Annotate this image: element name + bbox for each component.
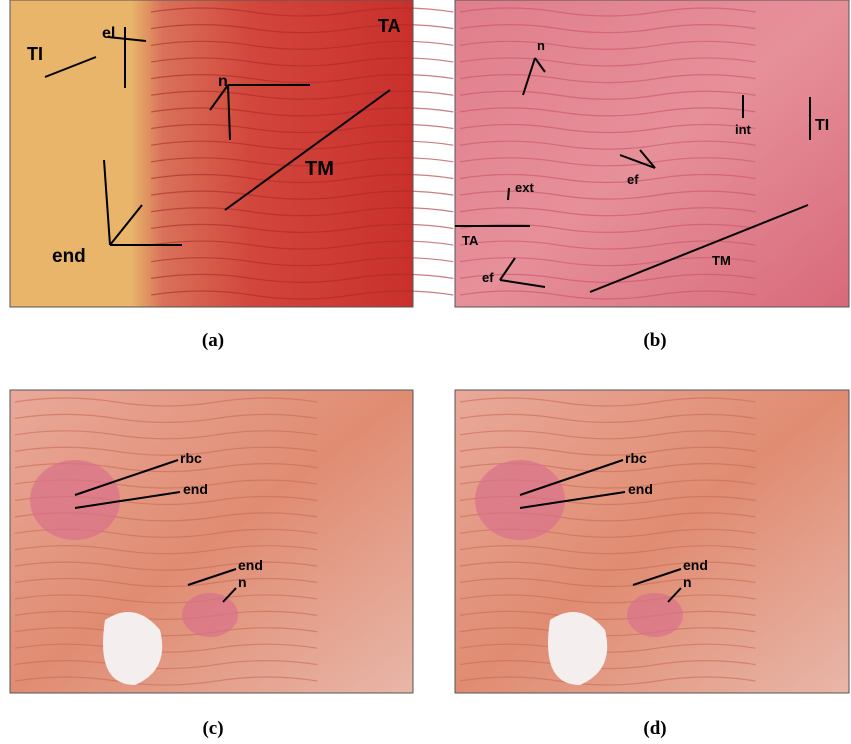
panels: TI el TA n TM end (a) n int TI ef ext TA TM ef (b) rbc en… xyxy=(10,0,849,739)
annotation-label: ef xyxy=(627,172,639,187)
annotation-label: n xyxy=(238,574,247,590)
panel-caption: (b) xyxy=(643,330,666,351)
annotation-label: TI xyxy=(27,44,43,64)
annotation-label: TM xyxy=(305,158,334,180)
panel-caption: (a) xyxy=(202,330,224,351)
annotation-label: rbc xyxy=(625,450,647,466)
panel: rbcendendn(c) xyxy=(10,390,413,739)
annotation-label: end xyxy=(238,557,263,573)
annotation-label: n xyxy=(537,38,545,53)
vessel xyxy=(182,593,238,637)
annotation-label: TA xyxy=(462,233,479,248)
annotation-label: end xyxy=(683,557,708,573)
vessel xyxy=(627,593,683,637)
pointer-line xyxy=(508,188,509,200)
annotation-label: end xyxy=(52,246,86,267)
vessel xyxy=(475,460,565,540)
vessel xyxy=(30,460,120,540)
panel: TI el TA n TM end (a) xyxy=(10,0,453,351)
panel: n int TI ef ext TA TM ef (b) xyxy=(455,0,849,351)
annotation-label: rbc xyxy=(180,450,202,466)
panel-caption: (d) xyxy=(643,718,666,739)
annotation-label: TI xyxy=(815,117,829,134)
annotation-label: int xyxy=(735,122,752,137)
annotation-label: end xyxy=(628,481,653,497)
panel-caption: (c) xyxy=(202,718,223,739)
annotation-label: TA xyxy=(378,16,401,36)
annotation-label: n xyxy=(218,73,228,90)
annotation-label: el xyxy=(102,25,115,42)
figure: TI el TA n TM end (a) n int TI ef ext TA TM ef (b) rbc en… xyxy=(0,0,851,744)
annotation-label: ext xyxy=(515,180,534,195)
annotation-label: ef xyxy=(482,270,494,285)
annotation-label: TM xyxy=(712,253,731,268)
annotation-label: end xyxy=(183,481,208,497)
annotation-label: n xyxy=(683,574,692,590)
